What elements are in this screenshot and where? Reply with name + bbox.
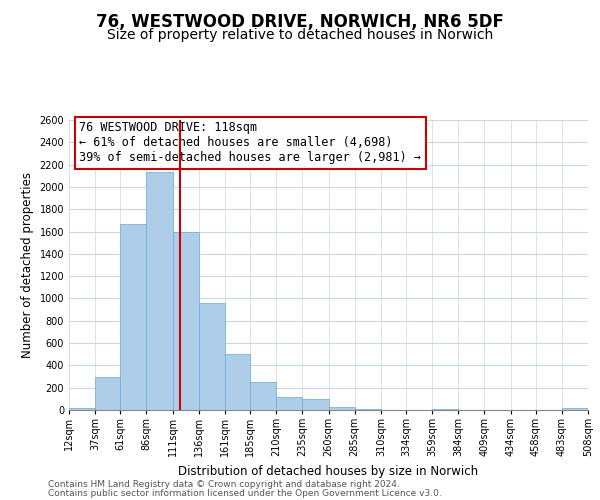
Text: Contains public sector information licensed under the Open Government Licence v3: Contains public sector information licen… xyxy=(48,488,442,498)
Bar xyxy=(146,172,173,410)
Bar xyxy=(329,406,355,410)
Text: Size of property relative to detached houses in Norwich: Size of property relative to detached ho… xyxy=(107,28,493,42)
Bar xyxy=(199,303,225,410)
Bar xyxy=(225,354,250,410)
Bar xyxy=(95,377,120,410)
Bar xyxy=(276,396,302,410)
Y-axis label: Number of detached properties: Number of detached properties xyxy=(21,172,34,358)
X-axis label: Distribution of detached houses by size in Norwich: Distribution of detached houses by size … xyxy=(178,464,479,477)
Bar xyxy=(120,224,146,410)
Text: 76 WESTWOOD DRIVE: 118sqm
← 61% of detached houses are smaller (4,698)
39% of se: 76 WESTWOOD DRIVE: 118sqm ← 61% of detac… xyxy=(79,122,421,164)
Bar xyxy=(69,408,95,410)
Text: 76, WESTWOOD DRIVE, NORWICH, NR6 5DF: 76, WESTWOOD DRIVE, NORWICH, NR6 5DF xyxy=(96,12,504,30)
Bar xyxy=(562,408,588,410)
Text: Contains HM Land Registry data © Crown copyright and database right 2024.: Contains HM Land Registry data © Crown c… xyxy=(48,480,400,489)
Bar xyxy=(173,232,199,410)
Bar xyxy=(302,400,329,410)
Bar xyxy=(250,382,276,410)
